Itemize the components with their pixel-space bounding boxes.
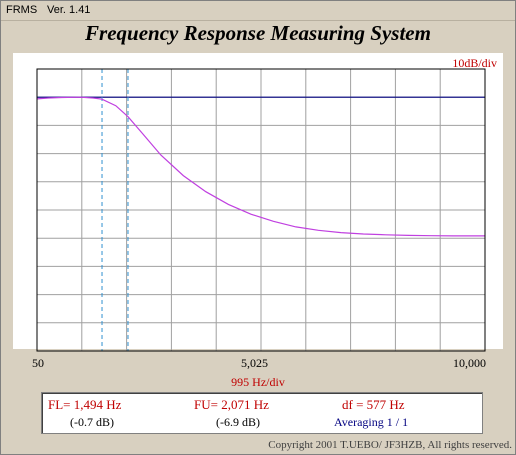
plot-frame — [36, 68, 486, 352]
x-tick-label: 50 — [32, 356, 44, 370]
df-value: df = 577 Hz — [342, 397, 405, 412]
title-bar[interactable]: FRMS Ver. 1.41 — [1, 1, 515, 21]
copyright-text: Copyright 2001 T.UEBO/ JF3HZB, All right… — [268, 439, 512, 451]
measurement-readout: FL= 1,494 Hz (-0.7 dB) FU= 2,071 Hz (-6.… — [41, 392, 483, 434]
response-curve — [36, 96, 485, 237]
plot-area — [13, 53, 503, 349]
fu-db-value: (-6.9 dB) — [216, 415, 260, 429]
averaging-value: Averaging 1 / 1 — [334, 415, 409, 429]
x-tick-label: 10,000 — [453, 356, 486, 370]
x-tick-label: 5,025 — [241, 356, 268, 370]
app-version: Ver. 1.41 — [47, 4, 91, 16]
page-title: Frequency Response Measuring System — [85, 21, 431, 45]
app-name: FRMS — [6, 4, 38, 16]
fl-value: FL= 1,494 Hz — [48, 397, 122, 412]
y-scale-label: 10dB/div — [452, 56, 497, 70]
fl-db-value: (-0.7 dB) — [70, 415, 114, 429]
x-scale-label: 995 Hz/div — [231, 375, 285, 389]
fu-value: FU= 2,071 Hz — [194, 397, 269, 412]
